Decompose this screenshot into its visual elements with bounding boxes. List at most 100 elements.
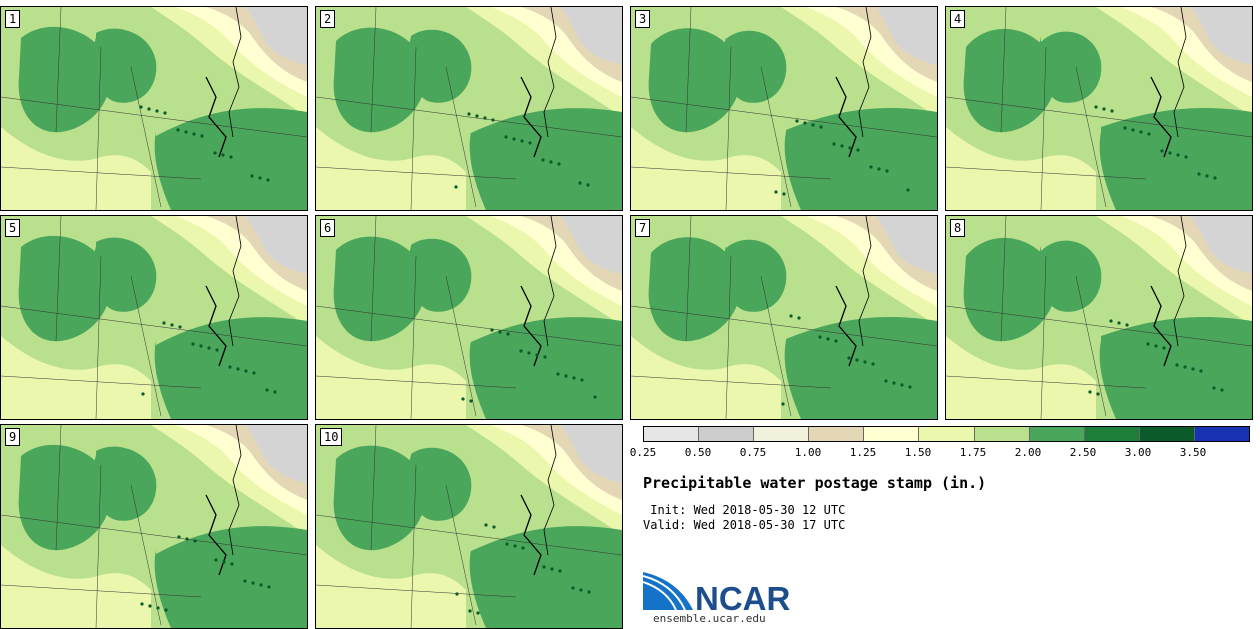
colorbar-segment	[699, 427, 755, 441]
colorbar-segment	[1139, 427, 1195, 441]
map-shape	[1150, 285, 1172, 367]
map-shape	[498, 330, 502, 334]
map-shape	[520, 494, 542, 576]
map-shape	[445, 275, 477, 417]
ensemble-member-panel-2: 2	[315, 6, 623, 211]
map-shape	[1040, 46, 1047, 210]
map-shape	[781, 402, 785, 406]
pw-map	[316, 425, 622, 628]
map-shape	[1154, 344, 1158, 348]
map-shape	[1000, 216, 1007, 342]
map-shape	[178, 325, 182, 329]
map-shape	[410, 46, 417, 210]
map-shape	[725, 46, 732, 210]
map-shape	[469, 317, 622, 419]
map-shape	[580, 378, 584, 382]
map-shape	[1110, 109, 1114, 113]
map-shape	[140, 602, 144, 606]
map-shape	[1096, 392, 1100, 396]
map-shape	[1099, 107, 1252, 210]
map-shape	[946, 336, 1096, 419]
map-shape	[1197, 172, 1201, 176]
map-shape	[333, 236, 426, 342]
colorbar-tick: 0.75	[739, 446, 767, 459]
map-shape	[207, 346, 211, 350]
map-shape	[163, 111, 167, 115]
map-shape	[259, 583, 263, 587]
map-shape	[408, 238, 472, 312]
map-shape	[561, 216, 622, 274]
map-shape	[504, 135, 508, 139]
map-shape	[571, 586, 575, 590]
map-shape	[549, 160, 553, 164]
colorbar-tick: 2.50	[1069, 446, 1097, 459]
map-shape	[492, 525, 496, 529]
map-shape	[631, 375, 832, 389]
map-shape	[141, 392, 145, 396]
map-shape	[685, 7, 692, 133]
map-shape	[1150, 76, 1172, 158]
map-shape	[1160, 149, 1164, 153]
colorbar-tick: 1.75	[959, 446, 987, 459]
map-shape	[469, 526, 622, 628]
ncar-logo: NCAR	[643, 572, 790, 612]
map-shape	[370, 216, 377, 342]
map-shape	[229, 155, 233, 159]
map-shape	[520, 76, 542, 158]
map-shape	[835, 285, 857, 367]
map-shape	[177, 535, 181, 539]
colorbar-segment	[809, 427, 865, 441]
colorbar-tick: 1.00	[794, 446, 822, 459]
map-shape	[572, 376, 576, 380]
map-shape	[587, 590, 591, 594]
map-shape	[1, 545, 151, 628]
map-shape	[130, 484, 162, 626]
pw-map	[1, 7, 307, 210]
map-shape	[593, 395, 597, 399]
map-shape	[527, 351, 531, 355]
map-shape	[1131, 128, 1135, 132]
map-shape	[1191, 7, 1252, 65]
map-shape	[1199, 369, 1203, 373]
pw-map	[631, 216, 937, 419]
map-shape	[946, 96, 1252, 138]
map-shape	[1184, 155, 1188, 159]
map-shape	[631, 166, 832, 180]
map-shape	[221, 153, 225, 157]
map-shape	[316, 545, 466, 628]
map-shape	[18, 26, 111, 133]
map-shape	[1147, 132, 1151, 136]
map-shape	[725, 255, 732, 419]
map-shape	[192, 132, 196, 136]
map-shape	[214, 558, 218, 562]
map-shape	[1191, 367, 1195, 371]
map-shape	[316, 514, 622, 556]
member-label: 2	[320, 10, 336, 28]
map-shape	[236, 367, 240, 371]
map-shape	[55, 216, 62, 342]
member-label: 4	[950, 10, 966, 28]
member-label: 9	[5, 428, 21, 446]
map-shape	[855, 358, 859, 362]
member-label: 5	[5, 219, 21, 237]
member-label: 1	[5, 10, 21, 28]
map-shape	[316, 96, 622, 138]
map-shape	[631, 336, 781, 419]
map-shape	[1173, 7, 1187, 138]
map-shape	[147, 107, 151, 111]
map-shape	[513, 544, 517, 548]
map-shape	[228, 216, 242, 347]
plot-title: Precipitable water postage stamp (in.)	[643, 474, 987, 492]
map-shape	[561, 425, 622, 483]
ensemble-member-panel-3: 3	[630, 6, 938, 211]
map-shape	[784, 108, 937, 210]
map-shape	[685, 216, 692, 342]
map-shape	[461, 397, 465, 401]
map-shape	[869, 165, 873, 169]
map-shape	[648, 237, 741, 342]
map-shape	[251, 581, 255, 585]
map-shape	[542, 565, 546, 569]
map-shape	[543, 425, 557, 556]
map-shape	[95, 255, 102, 419]
colorbar-segment	[919, 427, 975, 441]
